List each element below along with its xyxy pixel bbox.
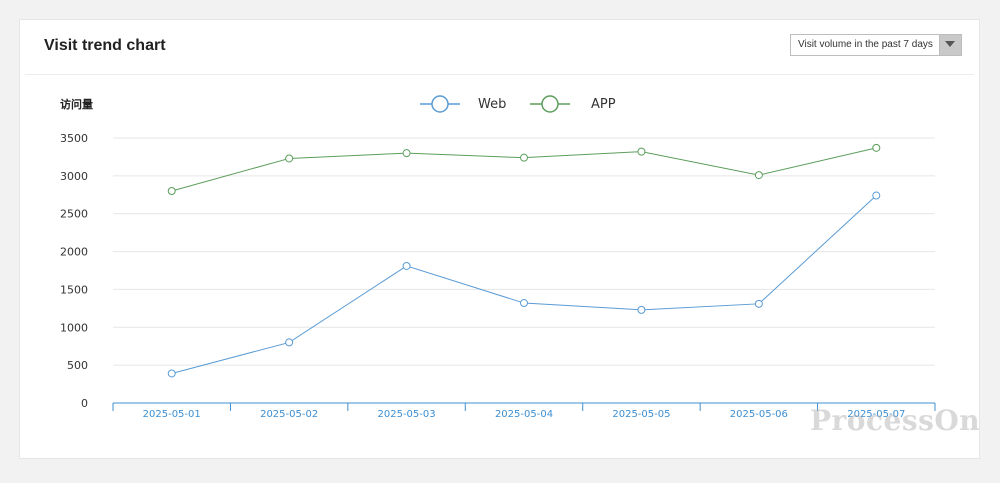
y-tick-label: 1000 xyxy=(60,321,88,334)
y-tick-label: 0 xyxy=(81,397,88,410)
y-tick-label: 3500 xyxy=(60,132,88,145)
y-tick-label: 1500 xyxy=(60,283,88,296)
data-point[interactable] xyxy=(167,369,176,378)
x-tick-label: 2025-05-05 xyxy=(612,409,670,420)
chart-grid xyxy=(113,137,935,366)
legend-label: Web xyxy=(478,97,506,112)
series-app xyxy=(167,143,881,195)
data-point[interactable] xyxy=(167,187,176,195)
data-point[interactable] xyxy=(872,191,881,200)
data-point[interactable] xyxy=(520,299,528,308)
y-axis-ticks: 0 500 1000 1500 2000 2500 3000 3500 xyxy=(60,132,88,410)
data-point[interactable] xyxy=(637,305,646,314)
data-point[interactable] xyxy=(402,261,411,270)
legend-item-app[interactable]: APP xyxy=(530,95,616,113)
data-point[interactable] xyxy=(285,338,294,347)
legend-item-web[interactable]: Web xyxy=(420,95,506,113)
x-tick-label: 2025-05-06 xyxy=(730,409,788,420)
y-tick-label: 2000 xyxy=(60,246,88,259)
y-tick-label: 3000 xyxy=(60,170,88,183)
chart-legend: Web APP xyxy=(420,95,616,113)
x-axis: 2025-05-01 2025-05-02 2025-05-03 2025-05-04… xyxy=(112,402,936,420)
y-tick-label: 2500 xyxy=(60,208,88,221)
data-point[interactable] xyxy=(520,153,528,162)
data-point[interactable] xyxy=(872,143,881,152)
processon-watermark: ProcessOn xyxy=(810,404,981,437)
series-web xyxy=(167,191,881,378)
x-tick-label: 2025-05-07 xyxy=(847,409,905,420)
series-line xyxy=(171,195,877,374)
x-tick-label: 2025-05-04 xyxy=(495,409,553,420)
data-point[interactable] xyxy=(637,147,646,156)
x-tick-label: 2025-05-01 xyxy=(143,409,201,420)
time-range-select-value: Visit volume in the past 7 days xyxy=(798,39,933,50)
legend-label: APP xyxy=(591,97,616,112)
time-range-dropdown-button[interactable] xyxy=(939,35,961,55)
plot-area xyxy=(167,143,881,378)
chevron-down-icon xyxy=(945,41,955,47)
chart-card: Visit trend chart Visit volume in the pa… xyxy=(19,19,980,459)
legend-marker xyxy=(541,95,559,113)
chart-card-title: Visit trend chart xyxy=(44,37,166,54)
legend-marker xyxy=(431,95,449,113)
data-point[interactable] xyxy=(402,149,411,158)
data-point[interactable] xyxy=(754,299,763,308)
data-point[interactable] xyxy=(285,154,294,163)
y-tick-label: 500 xyxy=(67,359,88,372)
data-point[interactable] xyxy=(754,171,763,180)
time-range-select[interactable]: Visit volume in the past 7 days xyxy=(790,34,962,56)
header-divider xyxy=(25,74,974,75)
y-axis-label: 访问量 xyxy=(60,97,93,111)
x-tick-label: 2025-05-02 xyxy=(260,409,318,420)
x-tick-label: 2025-05-03 xyxy=(378,409,436,420)
